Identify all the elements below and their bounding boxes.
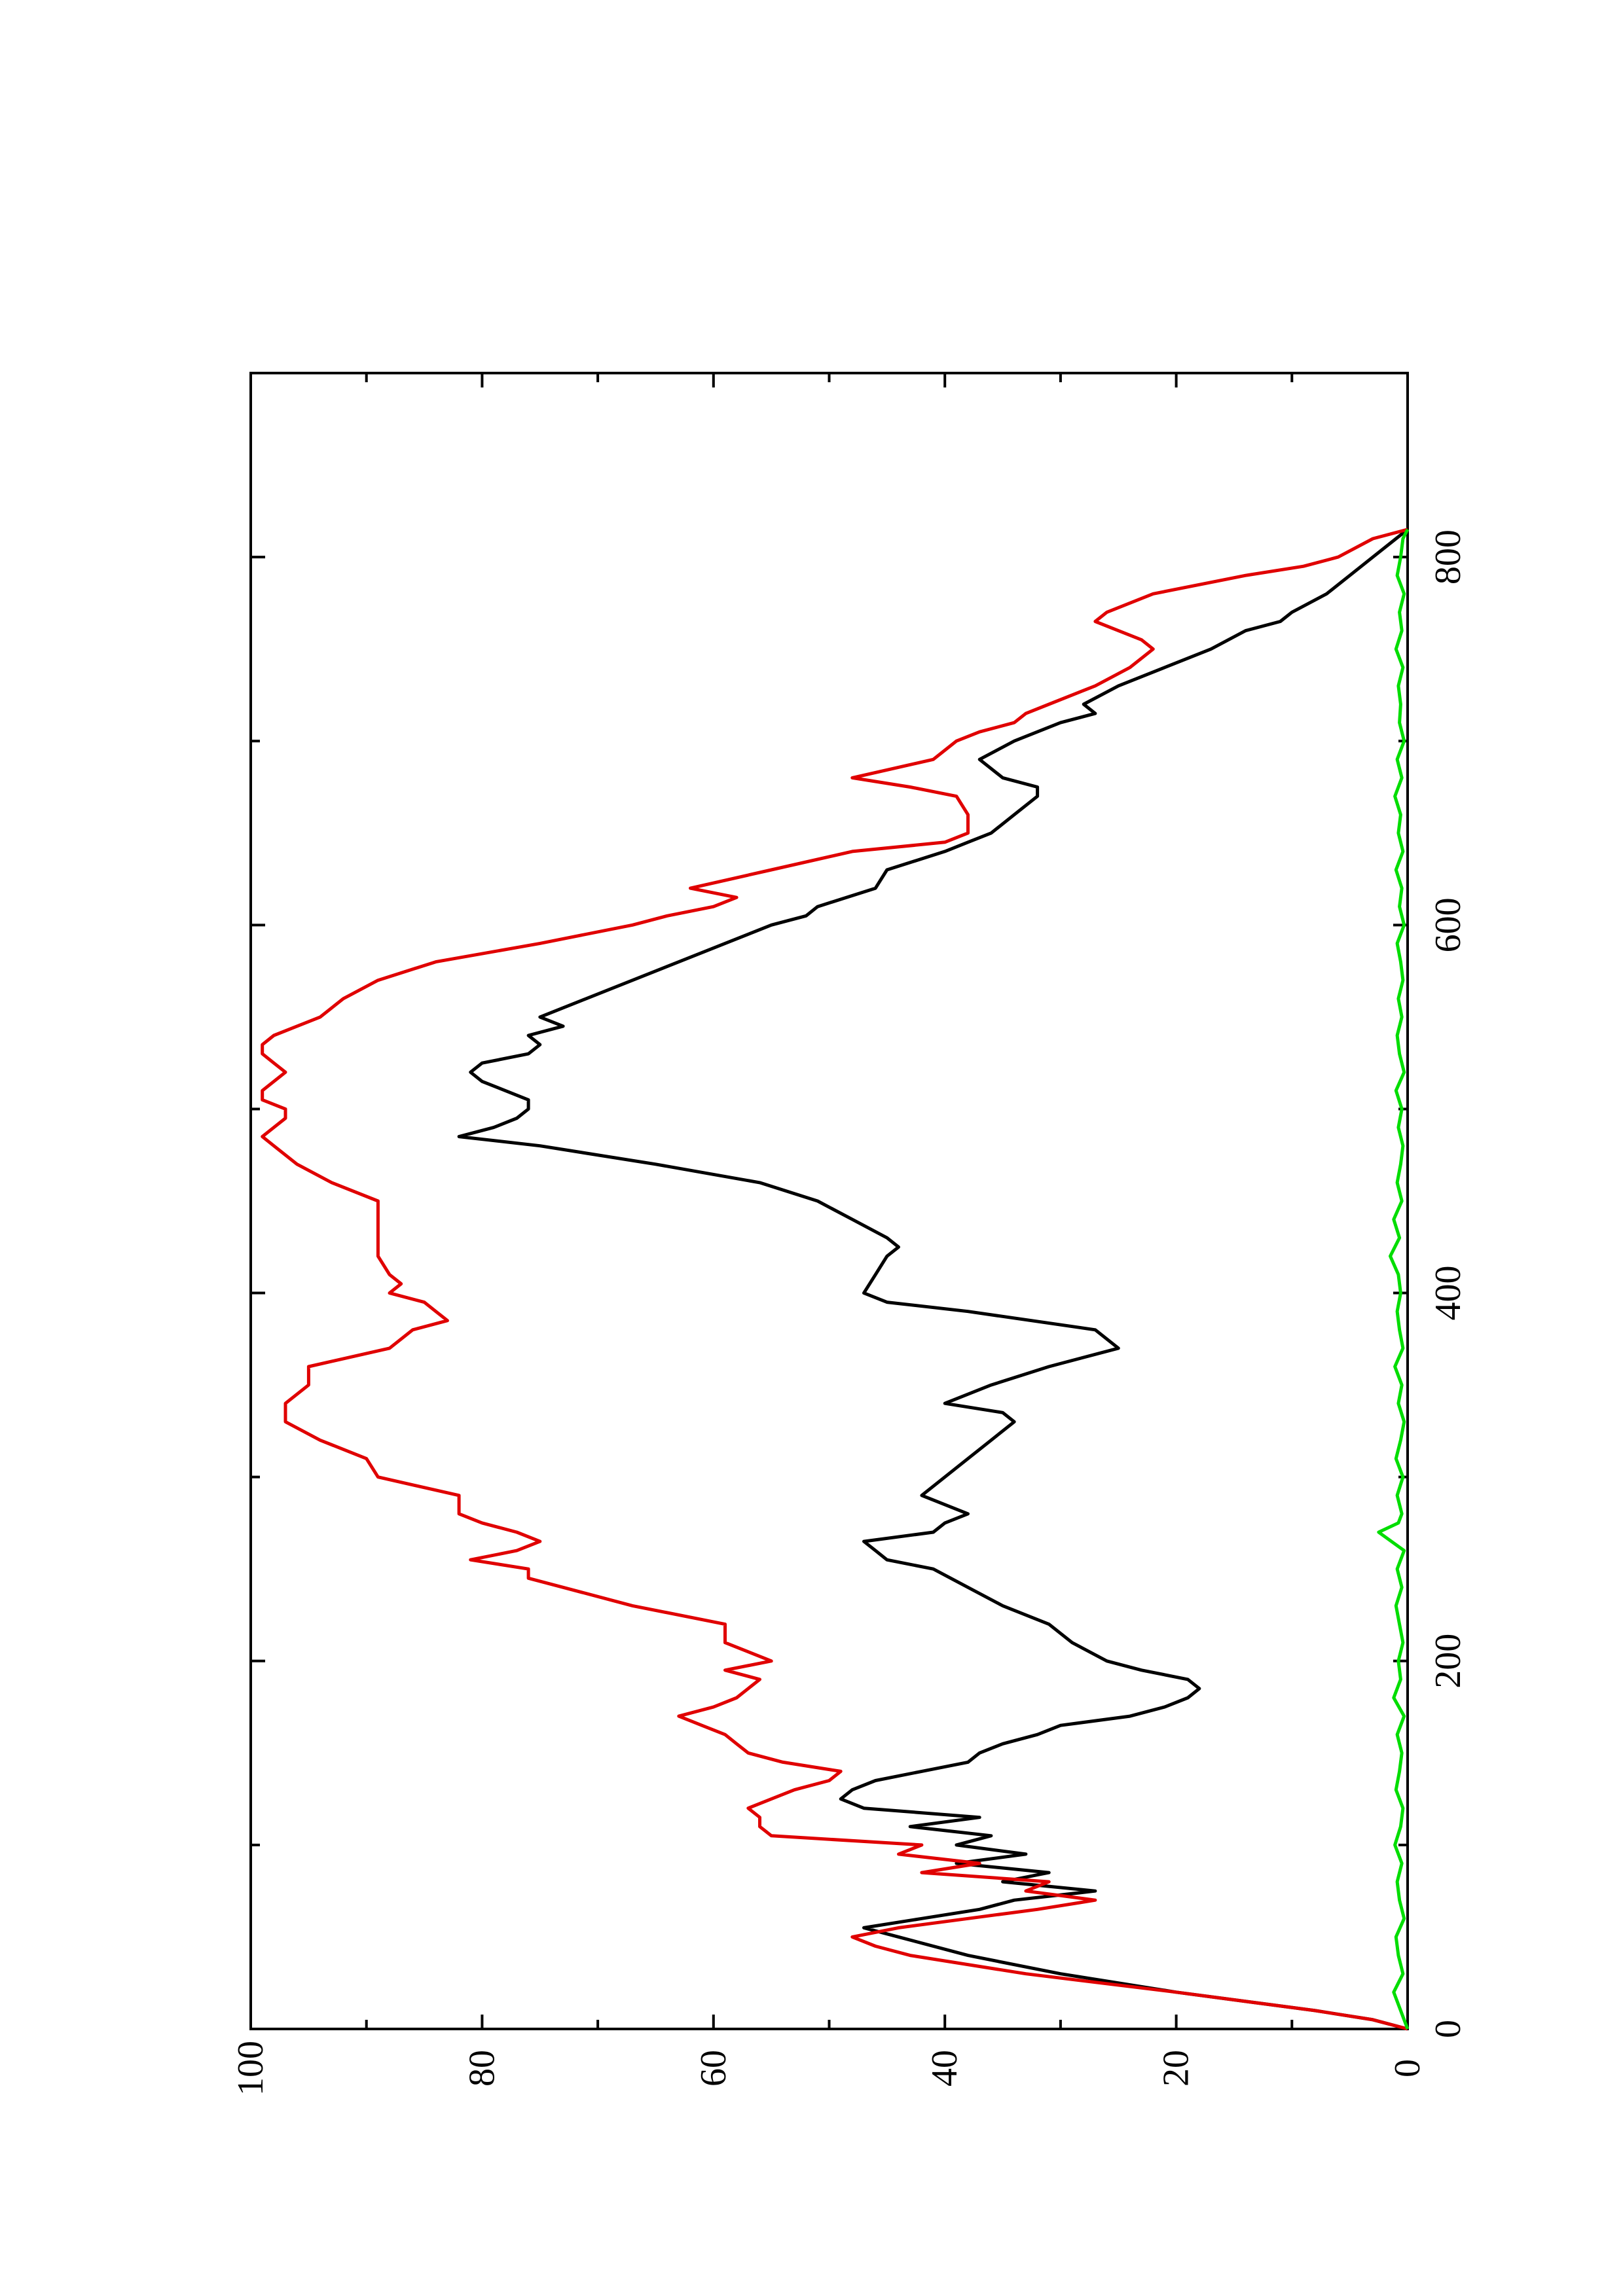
x-tick-label: 600 (1428, 897, 1468, 952)
x-tick-label: 800 (1428, 529, 1468, 584)
x-tick-label: 0 (1428, 2020, 1468, 2038)
x-tick-label: 400 (1428, 1266, 1468, 1321)
y-tick-label: 20 (1156, 2050, 1197, 2087)
y-tick-label: 80 (462, 2050, 502, 2087)
series-line-3 (1377, 528, 1410, 2030)
y-tick-label: 40 (924, 2050, 965, 2087)
y-tick-label: 60 (693, 2050, 734, 2087)
x-tick-label: 200 (1428, 1634, 1468, 1689)
series-line-2 (261, 528, 1408, 2031)
plot-area: 0 200 400 600 800 0 20 40 60 80 100 (230, 372, 1468, 2096)
y-tick-label: 100 (230, 2041, 271, 2096)
series-line-1 (457, 528, 1409, 2031)
y-tick-label: 0 (1387, 2059, 1428, 2077)
